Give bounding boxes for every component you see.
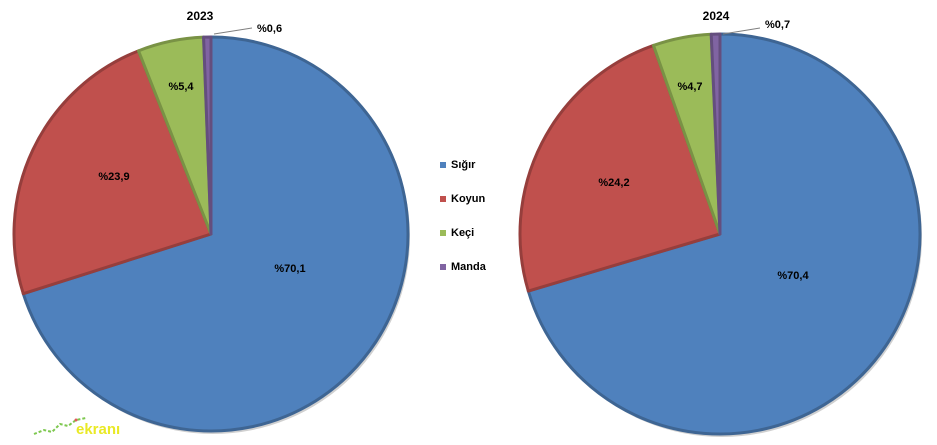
- legend-item-koyun[interactable]: Koyun: [440, 191, 530, 207]
- pie-slice-manda[interactable]: [202, 35, 213, 236]
- legend-swatch-koyun: [440, 196, 446, 202]
- slice-label-sigir: %70,4: [777, 270, 809, 282]
- legend-swatch-sigir: [440, 162, 446, 168]
- pie-chart-2024: %70,4 %24,2 %4,7 %0,7 2024: [518, 9, 922, 437]
- pie-slice-sigir[interactable]: [21, 35, 410, 433]
- slice-label-koyun: %24,2: [598, 177, 629, 189]
- pie-slice-koyun[interactable]: [518, 43, 722, 293]
- slice-label-manda: %0,6: [257, 23, 282, 35]
- legend-label-sigir: Sığır: [451, 159, 476, 171]
- slice-label-keci: %5,4: [168, 81, 194, 93]
- slice-label-manda: %0,7: [765, 19, 790, 31]
- legend-label-keci: Keçi: [451, 227, 475, 239]
- legend-item-manda[interactable]: Manda: [440, 259, 530, 275]
- legend: Sığır Koyun Keçi Manda: [440, 157, 530, 293]
- slice-label-keci: %4,7: [677, 81, 702, 93]
- pie-slice-sigir[interactable]: [526, 32, 922, 436]
- slice-label-sigir: %70,1: [274, 263, 305, 275]
- leader-line-manda: [213, 27, 253, 35]
- watermark-chart-icon: [33, 417, 87, 435]
- legend-label-koyun: Koyun: [451, 193, 486, 205]
- legend-label-manda: Manda: [451, 261, 486, 273]
- watermark-text: ekranı: [76, 421, 121, 438]
- leader-line-manda: [722, 27, 761, 35]
- pie-title-2023: 2023: [187, 9, 214, 23]
- pie-slice-manda[interactable]: [709, 32, 722, 236]
- legend-swatch-keci: [440, 230, 446, 236]
- legend-item-keci[interactable]: Keçi: [440, 225, 530, 241]
- slice-label-koyun: %23,9: [98, 171, 129, 183]
- pie-title-2024: 2024: [703, 9, 730, 23]
- watermark-logo: ekranı: [30, 412, 140, 440]
- legend-item-sigir[interactable]: Sığır: [440, 157, 530, 173]
- legend-swatch-manda: [440, 264, 446, 270]
- pie-chart-2023: %70,1 %23,9 %5,4 %0,6 2023: [12, 9, 410, 434]
